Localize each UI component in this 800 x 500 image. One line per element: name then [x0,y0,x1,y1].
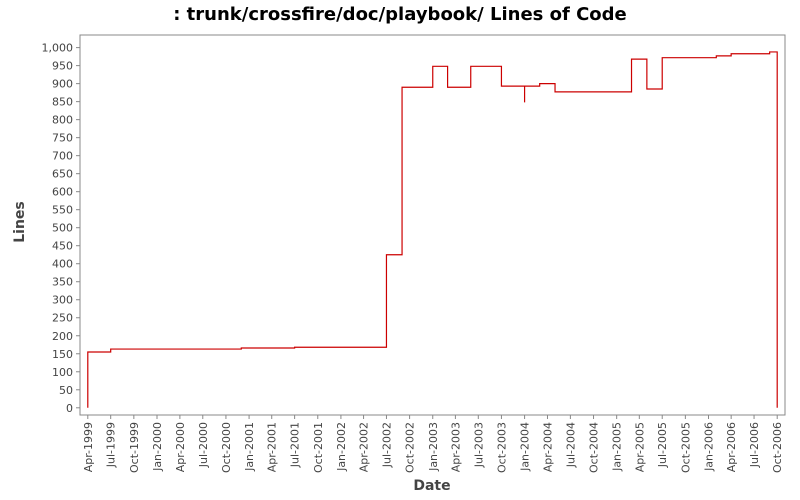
y-tick-label: 850 [52,96,73,109]
x-tick-label: Jul-2006 [748,422,761,468]
y-tick-label: 750 [52,132,73,145]
y-tick-label: 350 [52,276,73,289]
x-tick-label: Oct-2004 [588,422,601,473]
x-tick-label: Apr-2004 [541,422,554,472]
y-tick-label: 900 [52,78,73,91]
x-tick-label: Apr-2002 [358,422,371,472]
y-tick-label: 700 [52,150,73,163]
x-tick-label: Apr-2001 [266,422,279,472]
y-tick-label: 800 [52,114,73,127]
x-tick-label: Oct-2003 [495,422,508,473]
x-tick-label: Apr-2003 [449,422,462,472]
y-tick-label: 500 [52,222,73,235]
x-tick-label: Jul-2005 [656,422,669,468]
x-tick-label: Jul-2000 [197,422,210,468]
x-tick-label: Oct-2001 [312,422,325,473]
y-axis-label: Lines [12,201,28,243]
x-tick-label: Jul-2001 [289,422,302,468]
x-tick-label: Jul-2004 [564,422,577,468]
y-tick-label: 300 [52,294,73,307]
x-tick-label: Apr-2005 [633,422,646,472]
x-tick-label: Jan-2006 [703,422,716,472]
x-tick-label: Oct-2000 [220,422,233,473]
x-tick-label: Oct-1999 [128,422,141,473]
y-tick-label: 650 [52,168,73,181]
x-tick-label: Jan-2003 [427,422,440,472]
x-tick-label: Oct-2005 [679,422,692,473]
y-tick-label: 600 [52,186,73,199]
y-tick-label: 50 [59,384,73,397]
x-tick-label: Apr-2006 [725,422,738,472]
x-tick-label: Jan-2000 [151,422,164,472]
chart-title: : trunk/crossfire/doc/playbook/ Lines of… [173,4,627,25]
y-tick-label: 400 [52,258,73,271]
x-tick-label: Jul-2002 [380,422,393,468]
x-tick-label: Oct-2006 [771,422,784,473]
x-tick-label: Jul-2003 [472,422,485,468]
y-tick-label: 250 [52,312,73,325]
x-tick-label: Jul-1999 [105,422,118,468]
x-tick-label: Jan-2004 [519,422,532,472]
y-tick-label: 550 [52,204,73,217]
line [87,51,778,408]
x-tick-label: Apr-1999 [82,422,95,472]
y-tick-label: 950 [52,60,73,73]
x-tick-label: Jan-2001 [243,422,256,472]
y-tick-label: 100 [52,366,73,379]
x-tick-label: Apr-2000 [174,422,187,472]
x-tick-label: Jan-2005 [611,422,624,472]
y-tick-label: 450 [52,240,73,253]
x-tick-label: Jan-2002 [335,422,348,472]
x-tick-label: Oct-2002 [404,422,417,473]
y-tick-label: 0 [66,402,73,415]
y-tick-label: 1,000 [42,42,74,55]
x-axis-label: Date [413,478,450,494]
y-tick-label: 150 [52,348,73,361]
y-tick-label: 200 [52,330,73,343]
plot-area [79,34,786,416]
